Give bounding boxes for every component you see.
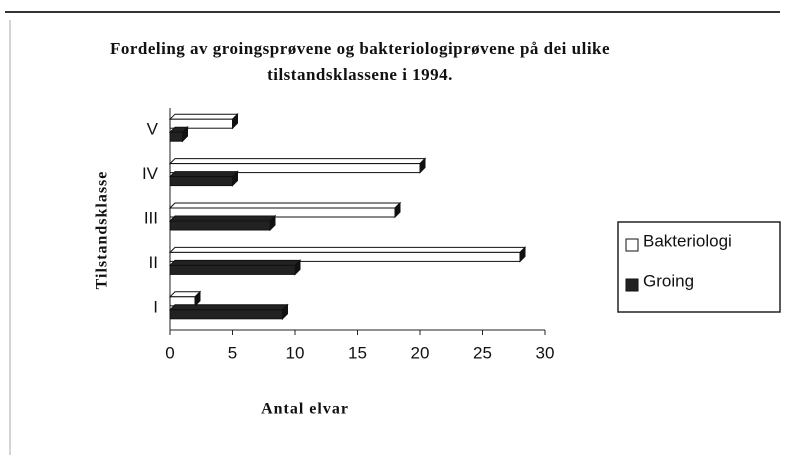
x-tick-label: 20	[411, 343, 430, 362]
bar	[169, 264, 296, 275]
y-tick-label: II	[149, 253, 158, 272]
bar	[169, 176, 233, 187]
y-axis-label: Tilstandsklasse	[94, 171, 111, 290]
bar-top	[168, 202, 402, 209]
legend-label: Groing	[643, 271, 694, 290]
x-tick-label: 0	[165, 343, 174, 362]
y-tick-label: IV	[142, 164, 159, 183]
chart-title: Fordeling av groingsprøvene og bakteriol…	[109, 39, 611, 84]
bar	[169, 118, 233, 129]
bar	[169, 163, 421, 174]
bar-top	[168, 259, 302, 266]
bar-top	[168, 246, 527, 253]
x-tick-label: 5	[228, 343, 237, 362]
bar	[169, 207, 396, 218]
bar-top	[168, 158, 427, 165]
bar-top	[168, 304, 289, 311]
legend-swatch	[625, 238, 639, 252]
legend-box	[617, 221, 781, 313]
bar-top	[168, 215, 277, 222]
bar-top	[168, 171, 239, 178]
bar	[169, 131, 183, 142]
y-tick-label: III	[144, 208, 158, 227]
x-tick-label: 10	[286, 343, 305, 362]
legend-swatch	[625, 278, 639, 292]
x-tick-label: 30	[536, 343, 555, 362]
y-tick-label: I	[153, 297, 158, 316]
bar	[169, 220, 271, 231]
legend-label: Bakteriologi	[643, 231, 732, 250]
bar-top	[168, 113, 239, 120]
bar	[169, 309, 283, 320]
y-tick-label: V	[147, 120, 159, 139]
x-axis-label: Antal elvar	[261, 401, 349, 418]
bar	[169, 251, 521, 262]
x-tick-label: 15	[348, 343, 367, 362]
x-tick-label: 25	[473, 343, 492, 362]
